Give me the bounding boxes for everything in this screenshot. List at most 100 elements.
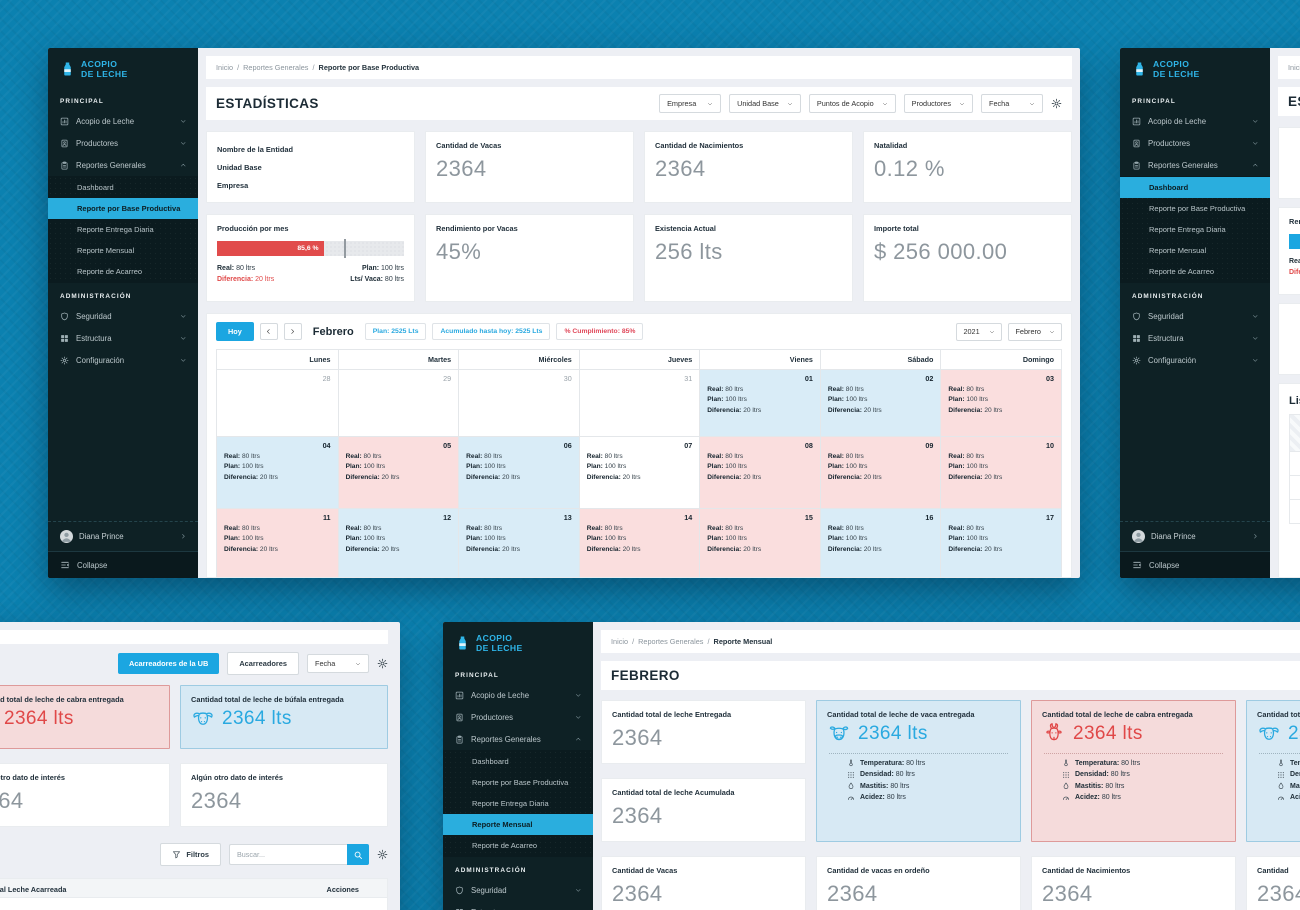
search-input[interactable] (229, 844, 347, 865)
filter-empresa[interactable]: Empresa (659, 94, 722, 113)
chevron-down-icon (1252, 335, 1259, 342)
calendar-day-cell[interactable]: 29 (337, 370, 459, 436)
day-number: 08 (804, 441, 813, 450)
collapse-button[interactable]: Collapse (1120, 551, 1270, 578)
breadcrumb: Inicio / Reportes Generales / Dashboard (1278, 56, 1300, 79)
sidebar-subitem-reporte-por-base-productiva[interactable]: Reporte por Base Productiva (472, 778, 569, 788)
month-select[interactable]: Febrero (1008, 322, 1062, 341)
chevron-down-icon (180, 313, 187, 320)
table-row[interactable] (1289, 500, 1300, 524)
sidebar-item-seguridad[interactable]: Seguridad (1120, 305, 1270, 327)
today-button[interactable]: Hoy (216, 322, 254, 341)
calendar-day-cell[interactable]: 14 Real: 80 ltrs Plan: 100 ltrs Diferencia:… (578, 509, 700, 577)
calendar-day-cell[interactable]: 30 (458, 370, 579, 436)
breadcrumb-link[interactable]: Inicio (611, 637, 629, 646)
calendar-day-cell[interactable]: 10 Real: 80 ltrs Plan: 100 ltrs Diferencia:… (940, 437, 1061, 508)
table-row[interactable] (0, 898, 388, 910)
calendar-chip: % Cumplimiento: 85% (556, 323, 644, 340)
sidebar-item-estructura[interactable]: Estructura (443, 901, 593, 910)
calendar-day-cell[interactable]: 06 Real: 80 ltrs Plan: 100 ltrs Diferencia:… (458, 437, 579, 508)
sidebar-subitem-reporte-por-base-productiva[interactable]: Reporte por Base Productiva (48, 198, 198, 220)
calendar-day-cell[interactable]: 31 (578, 370, 700, 436)
sidebar-item-productores[interactable]: Productores (1120, 132, 1270, 154)
breadcrumb-link[interactable]: Reportes Generales (638, 637, 704, 646)
sidebar-item-estructura[interactable]: Estructura (1120, 327, 1270, 349)
table-row[interactable] (1289, 476, 1300, 500)
calendar-day-cell[interactable]: 15 Real: 80 ltrs Plan: 100 ltrs Diferencia:… (699, 509, 820, 577)
person-icon (1132, 530, 1145, 543)
substat-mastitis: Mastitis: 80 ltrs (1062, 782, 1225, 790)
acarreadores-ub-button[interactable]: Acarreadores de la UB (118, 653, 220, 674)
search-button[interactable] (347, 844, 369, 865)
calendar-day-cell[interactable]: 11 Real: 80 ltrs Plan: 100 ltrs Diferencia:… (217, 509, 338, 577)
sidebar-subitem-reporte-mensual[interactable]: Reporte Mensual (77, 246, 135, 256)
day-number: 16 (925, 513, 934, 522)
table-row[interactable] (1289, 452, 1300, 476)
sidebar-subitem-reporte-entrega-diaria[interactable]: Reporte Entrega Diaria (472, 799, 549, 809)
calendar-day-cell[interactable]: 02 Real: 80 ltrs Plan: 100 ltrs Diferencia:… (819, 370, 941, 436)
calendar-day-cell[interactable]: 07 Real: 80 ltrs Plan: 100 ltrs Diferencia:… (578, 437, 700, 508)
chevron-down-icon (787, 101, 793, 107)
gear-icon[interactable] (377, 658, 388, 669)
sidebar-subitem-reporte-mensual[interactable]: Reporte Mensual (1149, 246, 1207, 256)
sidebar-item-configuracion[interactable]: Configuración (1120, 349, 1270, 371)
sidebar-item-reportes-generales[interactable]: Reportes Generales (443, 728, 593, 750)
breadcrumb-link[interactable]: Inicio (216, 63, 234, 72)
calendar-day-cell[interactable]: 08 Real: 80 ltrs Plan: 100 ltrs Diferencia:… (699, 437, 820, 508)
sidebar-subitem-reporte-entrega-diaria[interactable]: Reporte Entrega Diaria (77, 225, 154, 235)
sidebar-subitem-reporte-entrega-diaria[interactable]: Reporte Entrega Diaria (1149, 225, 1226, 235)
user-menu[interactable]: Diana Prince (48, 521, 198, 551)
calendar-day-cell[interactable]: 04 Real: 80 ltrs Plan: 100 ltrs Diferencia:… (217, 437, 338, 508)
calendar-day-cell[interactable]: 17 Real: 80 ltrs Plan: 100 ltrs Diferencia:… (940, 509, 1061, 577)
substat-temperatura: Temperatura: 80 ltrs (847, 759, 1010, 767)
prev-month-button[interactable] (259, 323, 278, 340)
calendar-day-cell[interactable]: 16 Real: 80 ltrs Plan: 100 ltrs Diferencia:… (819, 509, 941, 577)
fecha-select[interactable]: Fecha (307, 654, 369, 673)
progress-label: 85,6 % (297, 245, 319, 253)
breadcrumb-link[interactable]: Reportes Generales (243, 63, 309, 72)
sidebar-subitem-reporte-de-acarreo[interactable]: Reporte de Acarreo (472, 841, 538, 851)
filter-productores[interactable]: Productores (903, 94, 973, 113)
sidebar-subitem-dashboard[interactable]: Dashboard (77, 183, 114, 193)
sidebar-item-estructura[interactable]: Estructura (48, 327, 198, 349)
calendar-day-cell[interactable]: 03 Real: 80 ltrs Plan: 100 ltrs Diferencia:… (940, 370, 1061, 436)
calendar-day-cell[interactable]: 09 Real: 80 ltrs Plan: 100 ltrs Diferencia:… (819, 437, 941, 508)
sidebar-subitem-reporte-de-acarreo[interactable]: Reporte de Acarreo (1149, 267, 1215, 277)
filters-button[interactable]: Filtros (160, 843, 221, 866)
sidebar-subitem-dashboard[interactable]: Dashboard (1120, 177, 1270, 199)
calendar-day-cell[interactable]: 28 (217, 370, 338, 436)
user-menu[interactable]: Diana Prince (1120, 521, 1270, 551)
year-select[interactable]: 2021 (956, 322, 1003, 341)
sidebar-item-configuracion[interactable]: Configuración (48, 349, 198, 371)
sidebar-item-acopio-de-leche[interactable]: Acopio de Leche (443, 684, 593, 706)
sidebar-item-acopio-de-leche[interactable]: Acopio de Leche (48, 110, 198, 132)
sidebar-item-reportes-generales[interactable]: Reportes Generales (48, 154, 198, 176)
filter-fecha[interactable]: Fecha (981, 94, 1043, 113)
badge-icon (60, 139, 69, 148)
acarreadores-button[interactable]: Acarreadores (227, 652, 299, 675)
calendar-day-cell[interactable]: 05 Real: 80 ltrs Plan: 100 ltrs Diferencia:… (337, 437, 459, 508)
calendar-day-cell[interactable]: 01 Real: 80 ltrs Plan: 100 ltrs Diferencia:… (699, 370, 820, 436)
breadcrumb-link[interactable]: Inicio (1288, 63, 1300, 72)
sidebar-item-productores[interactable]: Productores (48, 132, 198, 154)
sidebar-subitem-reporte-de-acarreo[interactable]: Reporte de Acarreo (77, 267, 143, 277)
sidebar-subitem-reporte-mensual[interactable]: Reporte Mensual (443, 814, 593, 836)
filter-unidad-base[interactable]: Unidad Base (729, 94, 801, 113)
sidebar-item-seguridad[interactable]: Seguridad (443, 879, 593, 901)
sidebar-subitem-dashboard[interactable]: Dashboard (472, 757, 509, 767)
calendar-day-cell[interactable]: 13 Real: 80 ltrs Plan: 100 ltrs Diferencia:… (458, 509, 579, 577)
calendar-day-cell[interactable]: 12 Real: 80 ltrs Plan: 100 ltrs Diferencia:… (337, 509, 459, 577)
gear-icon[interactable] (377, 849, 388, 860)
stats-grid: Cantidad total de leche Entregada 2364 Can… (601, 700, 1300, 910)
animal-stat-card: Cantidad total de leche de búfala entreg… (1246, 700, 1300, 842)
chevron-down-icon (575, 692, 582, 699)
sidebar-item-productores[interactable]: Productores (443, 706, 593, 728)
filter-puntos-de-acopio[interactable]: Puntos de Acopio (808, 94, 896, 113)
sidebar-item-reportes-generales[interactable]: Reportes Generales (1120, 154, 1270, 176)
collapse-button[interactable]: Collapse (48, 551, 198, 578)
sidebar-item-acopio-de-leche[interactable]: Acopio de Leche (1120, 110, 1270, 132)
next-month-button[interactable] (283, 323, 302, 340)
sidebar-item-seguridad[interactable]: Seguridad (48, 305, 198, 327)
sidebar-subitem-reporte-por-base-productiva[interactable]: Reporte por Base Productiva (1149, 204, 1246, 214)
